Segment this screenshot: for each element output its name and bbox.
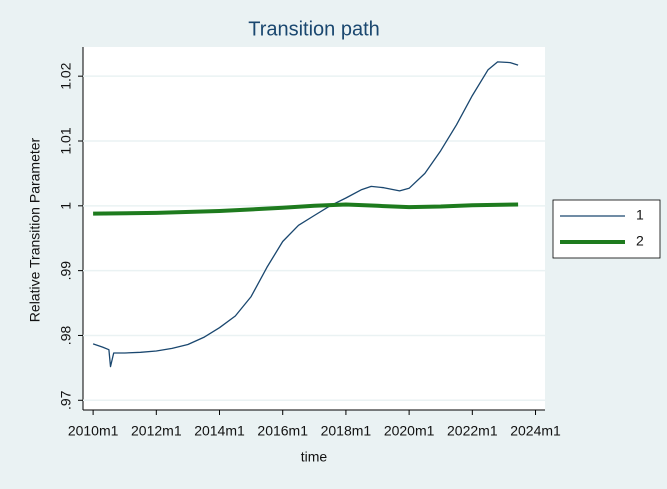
y-tick-label: .98	[58, 326, 74, 346]
y-tick-label: 1.01	[58, 127, 74, 154]
x-tick-label: 2012m1	[131, 423, 182, 439]
x-tick-label: 2014m1	[194, 423, 245, 439]
y-axis-label: Relative Transition Parameter	[27, 137, 43, 322]
series-line	[92, 61, 519, 368]
series-line	[93, 202, 519, 216]
legend	[552, 199, 661, 259]
x-tick-label: 2016m1	[257, 423, 308, 439]
x-tick-label: 2024m1	[510, 423, 561, 439]
x-axis-label: time	[301, 449, 328, 465]
x-tick-label: 2018m1	[321, 423, 372, 439]
chart-title: Transition path	[248, 18, 380, 40]
legend-label: 2	[636, 233, 644, 249]
x-tick-label: 2010m1	[68, 423, 119, 439]
x-tick-label: 2020m1	[384, 423, 435, 439]
y-tick-label: 1	[58, 202, 74, 210]
y-tick-label: .97	[58, 390, 74, 410]
y-tick-label: .99	[58, 261, 74, 281]
legend-label: 1	[636, 207, 644, 223]
plot-area	[83, 47, 545, 410]
x-tick-label: 2022m1	[447, 423, 498, 439]
y-tick-label: 1.02	[58, 62, 74, 89]
